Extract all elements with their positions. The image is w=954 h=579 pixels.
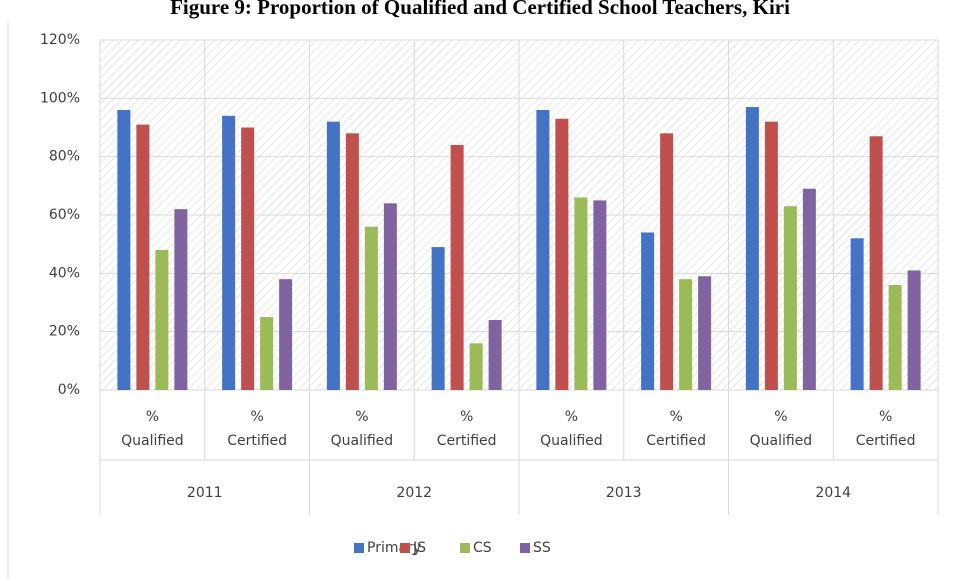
legend-swatch [354,543,364,553]
group-label: 2013 [606,485,642,501]
bar [431,247,445,390]
bar [136,124,150,390]
legend-label: JS [412,540,426,556]
bar [802,188,816,390]
y-tick-label: 20% [49,324,80,340]
bar [574,197,588,390]
x-tick-label-box: % Certified [624,405,729,457]
bar [907,270,921,390]
bar [450,145,464,390]
y-tick-label: 40% [49,265,80,281]
y-tick-label: 60% [49,207,80,223]
legend-label: CS [473,540,492,556]
group-label: 2011 [187,485,223,501]
y-tick-label: 100% [40,90,80,106]
x-tick-label-box: % Qualified [729,405,834,457]
group-label: 2014 [815,485,851,501]
x-tick-label: % Qualified [749,409,813,449]
bar [174,209,188,390]
bar [536,110,550,390]
bar [383,203,397,390]
bar [469,343,483,390]
legend-swatch [520,543,530,553]
chart-title: Figure 9: Proportion of Qualified and Ce… [170,0,790,19]
group-label: 2012 [396,485,432,501]
bar [888,285,902,390]
bar [488,320,502,390]
bar [260,317,274,390]
bar [593,200,607,390]
x-tick-label-box: % Certified [414,405,519,457]
y-tick-label: 80% [49,149,80,165]
x-tick-label-box: % Certified [205,405,310,457]
x-tick-label-box: % Qualified [519,405,624,457]
bar [279,279,293,390]
bar [660,133,674,391]
x-tick-label: % Certified [646,409,707,449]
legend-swatch [460,543,470,553]
bar [326,121,340,391]
bar [850,238,864,390]
bar [555,118,569,390]
bar [117,110,131,390]
bar [745,107,759,390]
x-tick-label: % Qualified [540,409,603,449]
x-tick-label: % Certified [227,409,288,449]
legend-swatch [400,543,410,553]
bar [241,127,255,390]
bar [155,250,169,390]
legend-label: SS [533,540,551,556]
x-tick-label: % Certified [436,409,497,449]
x-tick-label: % Qualified [330,409,394,449]
bar [641,232,655,390]
y-tick-label: 0% [58,382,80,398]
x-tick-label-box: % Qualified [310,405,415,457]
bar [783,206,797,390]
bar [679,279,693,390]
x-tick-label-box: % Qualified [100,405,205,457]
y-tick-label: 120% [40,32,80,48]
bar [869,136,883,390]
bar [698,276,712,390]
bar [222,115,236,390]
bar [364,226,378,390]
x-tick-label: % Qualified [121,409,184,449]
x-tick-label: % Certified [855,409,916,449]
bar [345,133,359,391]
bar [764,121,778,391]
x-tick-label-box: % Certified [833,405,938,457]
